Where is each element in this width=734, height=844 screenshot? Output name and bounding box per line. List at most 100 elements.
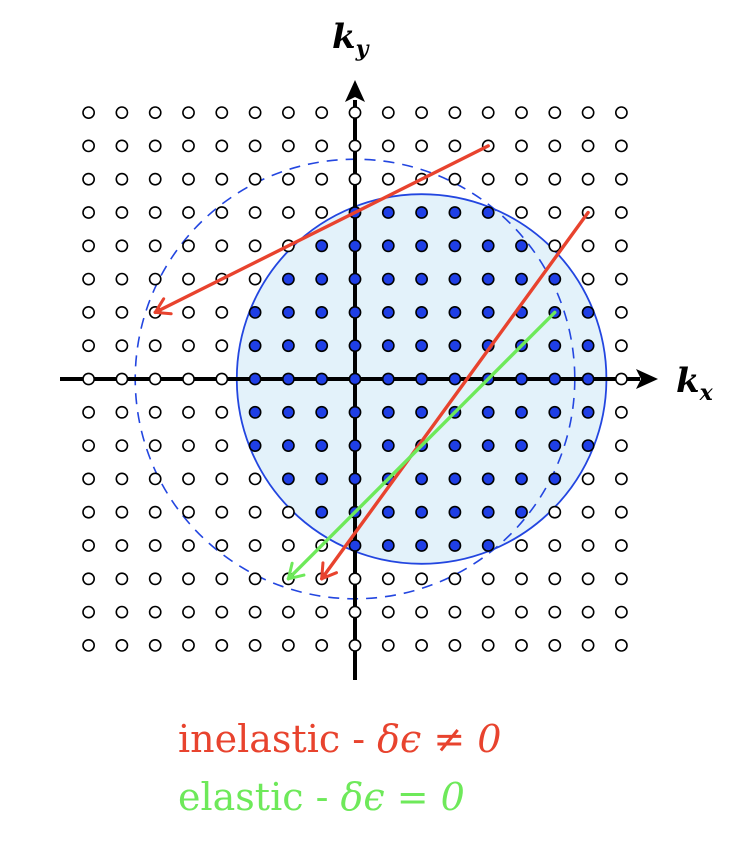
empty-state-dot — [315, 139, 329, 153]
empty-state-dot — [115, 639, 129, 652]
empty-state-dot — [281, 605, 295, 619]
kx-axis-arrowhead — [636, 369, 658, 389]
empty-state-dot — [415, 605, 428, 619]
empty-state-dot — [82, 639, 95, 652]
empty-state-dot — [548, 239, 562, 253]
empty-state-dot — [381, 172, 395, 186]
occupied-state-dot — [248, 439, 262, 452]
empty-state-dot — [615, 439, 628, 452]
empty-state-dot — [581, 172, 595, 186]
occupied-state-dot — [248, 339, 262, 353]
empty-state-dot — [281, 505, 295, 519]
occupied-state-dot — [381, 405, 395, 419]
occupied-state-dot — [315, 339, 329, 353]
empty-state-dot — [82, 405, 95, 419]
empty-state-dot — [115, 372, 129, 386]
kx-axis-label: kx — [676, 361, 714, 406]
inelastic-arrow-1-head — [153, 297, 173, 316]
empty-state-dot — [615, 572, 628, 586]
occupied-state-dot — [248, 372, 262, 386]
occupied-state-dot — [348, 305, 362, 319]
empty-state-dot — [581, 572, 595, 586]
empty-state-dot — [448, 139, 462, 153]
empty-state-dot — [248, 139, 262, 153]
empty-state-dot — [481, 572, 495, 586]
empty-state-dot — [82, 605, 95, 619]
empty-state-dot — [348, 172, 362, 186]
occupied-state-dot — [581, 439, 595, 452]
empty-state-dot — [82, 372, 95, 386]
empty-state-dot — [248, 539, 262, 552]
empty-state-dot — [182, 305, 195, 319]
empty-state-dot — [281, 206, 295, 219]
empty-state-dot — [448, 605, 462, 619]
empty-state-dot — [348, 139, 362, 153]
empty-state-dot — [515, 605, 528, 619]
scattering-arrows — [153, 144, 590, 581]
empty-state-dot — [115, 339, 129, 353]
empty-state-dot — [148, 339, 162, 353]
occupied-state-dot — [448, 539, 462, 552]
empty-state-dot — [148, 106, 162, 119]
occupied-state-dot — [381, 339, 395, 353]
occupied-state-dot — [315, 439, 329, 452]
empty-state-dot — [148, 472, 162, 486]
empty-state-dot — [82, 172, 95, 186]
occupied-state-dot — [415, 505, 428, 519]
occupied-state-dot — [548, 472, 562, 486]
occupied-state-dot — [415, 272, 428, 286]
occupied-state-dot — [448, 305, 462, 319]
empty-state-dot — [515, 572, 528, 586]
empty-state-dot — [182, 572, 195, 586]
empty-state-dot — [315, 106, 329, 119]
empty-state-dot — [581, 639, 595, 652]
empty-state-dot — [182, 505, 195, 519]
occupied-state-dot — [381, 305, 395, 319]
empty-state-dot — [82, 505, 95, 519]
empty-state-dot — [548, 106, 562, 119]
empty-state-dot — [82, 305, 95, 319]
empty-state-dot — [248, 605, 262, 619]
empty-state-dot — [215, 172, 229, 186]
occupied-state-dot — [515, 405, 528, 419]
legend-elastic: elastic - δϵ = 0 — [178, 775, 465, 819]
empty-state-dot — [215, 339, 229, 353]
occupied-state-dot — [515, 372, 528, 386]
empty-state-dot — [215, 472, 229, 486]
empty-state-dot — [82, 239, 95, 253]
occupied-state-dot — [381, 372, 395, 386]
empty-state-dot — [281, 172, 295, 186]
occupied-state-dot — [315, 372, 329, 386]
empty-state-dot — [348, 572, 362, 586]
empty-state-dot — [215, 405, 229, 419]
empty-state-dot — [581, 272, 595, 286]
empty-state-dot — [548, 639, 562, 652]
empty-state-dot — [148, 639, 162, 652]
empty-state-dot — [615, 172, 628, 186]
empty-state-dot — [215, 206, 229, 219]
empty-state-dot — [215, 572, 229, 586]
empty-state-dot — [548, 505, 562, 519]
empty-state-dot — [381, 639, 395, 652]
empty-state-dot — [615, 305, 628, 319]
empty-state-dot — [115, 572, 129, 586]
empty-state-dot — [281, 106, 295, 119]
empty-state-dot — [215, 505, 229, 519]
occupied-state-dot — [415, 305, 428, 319]
empty-state-dot — [82, 106, 95, 119]
empty-state-dot — [315, 605, 329, 619]
empty-state-dot — [448, 172, 462, 186]
empty-state-dot — [515, 539, 528, 552]
empty-state-dot — [515, 139, 528, 153]
empty-state-dot — [82, 206, 95, 219]
occupied-state-dot — [481, 439, 495, 452]
empty-state-dot — [548, 172, 562, 186]
empty-state-dot — [248, 572, 262, 586]
empty-state-dot — [415, 106, 428, 119]
occupied-state-dot — [581, 305, 595, 319]
occupied-state-dot — [348, 372, 362, 386]
empty-state-dot — [248, 106, 262, 119]
occupied-state-dot — [448, 505, 462, 519]
empty-state-dot — [115, 239, 129, 253]
occupied-state-dot — [448, 239, 462, 253]
